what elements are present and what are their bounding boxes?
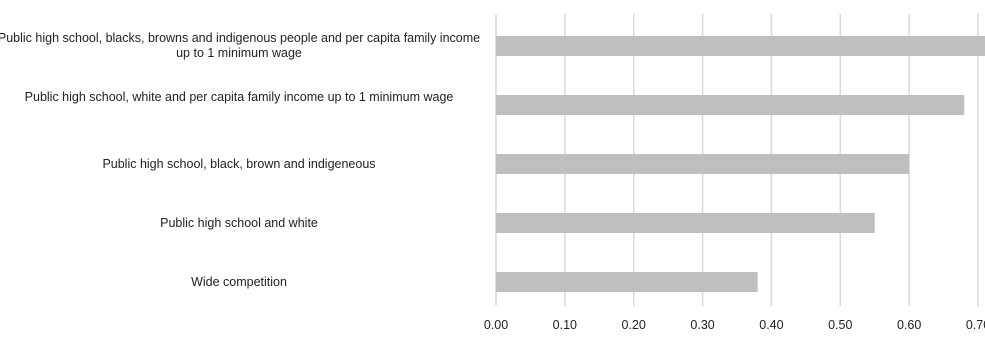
x-tick-label: 0.00 <box>483 318 509 332</box>
x-tick-label: 0.60 <box>896 318 922 332</box>
x-tick-label: 0.30 <box>690 318 715 332</box>
x-tick-label: 0.50 <box>828 318 853 332</box>
x-tick-label: 0.70 <box>965 318 985 332</box>
x-tick-label: 0.20 <box>621 318 646 332</box>
bar <box>496 36 985 56</box>
bar <box>496 272 758 292</box>
category-label: Wide competition <box>191 275 287 289</box>
category-label: Public high school and white <box>160 216 318 230</box>
category-label: Public high school, blacks, browns and i… <box>0 31 481 60</box>
bar <box>496 213 875 233</box>
bar <box>496 95 965 115</box>
category-label: Public high school, black, brown and ind… <box>102 157 376 171</box>
x-tick-label: 0.10 <box>552 318 578 332</box>
bar <box>496 154 910 174</box>
category-label: Public high school, white and per capita… <box>24 90 454 104</box>
x-tick-label: 0.40 <box>759 318 784 332</box>
